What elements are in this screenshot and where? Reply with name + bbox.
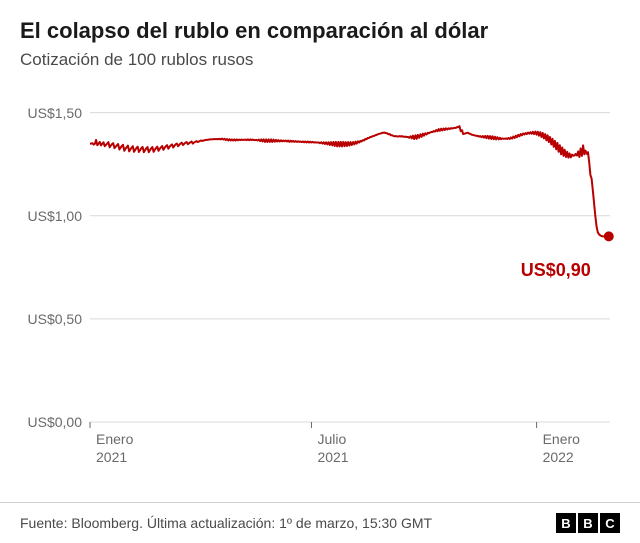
bbc-logo: BBC [556, 513, 620, 533]
chart-container: El colapso del rublo en comparación al d… [0, 0, 640, 543]
logo-letter: B [556, 513, 576, 533]
chart-area: US$0,00 US$0,50 US$1,00 US$1,50 Enero2021 Jul… [20, 82, 620, 482]
footer: Fuente: Bloomberg. Última actualización:… [0, 502, 640, 543]
line-chart-svg [20, 82, 620, 482]
y-axis-label: US$1,00 [20, 208, 82, 224]
endpoint-marker [604, 231, 614, 241]
y-axis-label: US$0,00 [20, 414, 82, 430]
chart-title: El colapso del rublo en comparación al d… [20, 18, 620, 44]
y-axis-label: US$1,50 [20, 105, 82, 121]
y-axis-label: US$0,50 [20, 311, 82, 327]
source-text: Fuente: Bloomberg. Última actualización:… [20, 515, 432, 531]
x-axis-label: Enero2022 [543, 430, 580, 466]
endpoint-label: US$0,90 [521, 260, 591, 281]
x-axis-label: Enero2021 [96, 430, 133, 466]
x-axis-label: Julio2021 [317, 430, 348, 466]
logo-letter: B [578, 513, 598, 533]
chart-subtitle: Cotización de 100 rublos rusos [20, 50, 620, 70]
logo-letter: C [600, 513, 620, 533]
data-line [90, 126, 609, 236]
